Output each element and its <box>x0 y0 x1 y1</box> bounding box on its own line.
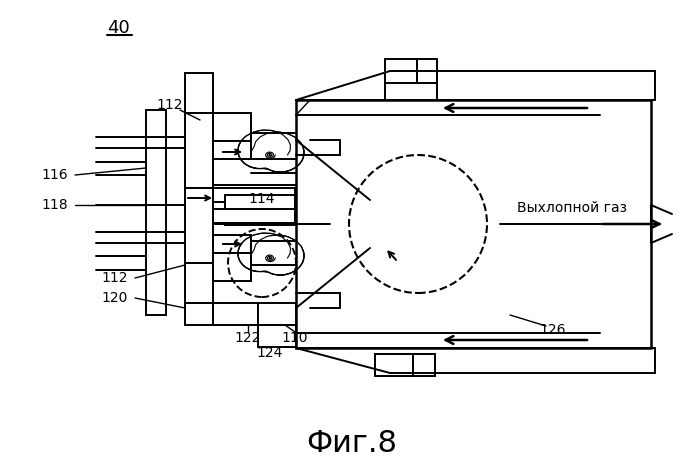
Bar <box>417 59 437 83</box>
Text: 112: 112 <box>157 98 183 112</box>
Bar <box>213 235 251 253</box>
Bar <box>213 303 258 325</box>
Text: 120: 120 <box>101 291 128 305</box>
Text: 118: 118 <box>41 198 68 212</box>
Text: Выхлопной газ: Выхлопной газ <box>517 201 627 215</box>
Text: 112: 112 <box>101 271 128 285</box>
Text: 116: 116 <box>41 168 68 182</box>
Bar <box>375 354 413 376</box>
Bar <box>258 325 296 347</box>
Text: 110: 110 <box>282 331 308 345</box>
Text: 122: 122 <box>235 331 261 345</box>
Text: 114: 114 <box>249 192 275 206</box>
Bar <box>146 110 166 315</box>
Bar <box>185 263 213 303</box>
Bar <box>213 113 251 141</box>
Bar <box>213 253 251 281</box>
Bar <box>185 303 213 325</box>
Text: Фиг.8: Фиг.8 <box>306 428 398 457</box>
Bar <box>185 113 213 188</box>
Bar <box>296 100 651 348</box>
Bar <box>185 188 213 263</box>
Text: 124: 124 <box>257 346 283 360</box>
Bar <box>213 188 295 202</box>
Text: 40: 40 <box>107 19 129 37</box>
Bar <box>213 141 251 159</box>
Bar <box>258 303 296 325</box>
Bar <box>413 354 435 376</box>
Bar <box>385 59 417 83</box>
Bar <box>225 195 295 225</box>
Bar <box>213 209 295 223</box>
Text: 126: 126 <box>540 323 566 337</box>
Bar <box>185 73 213 113</box>
